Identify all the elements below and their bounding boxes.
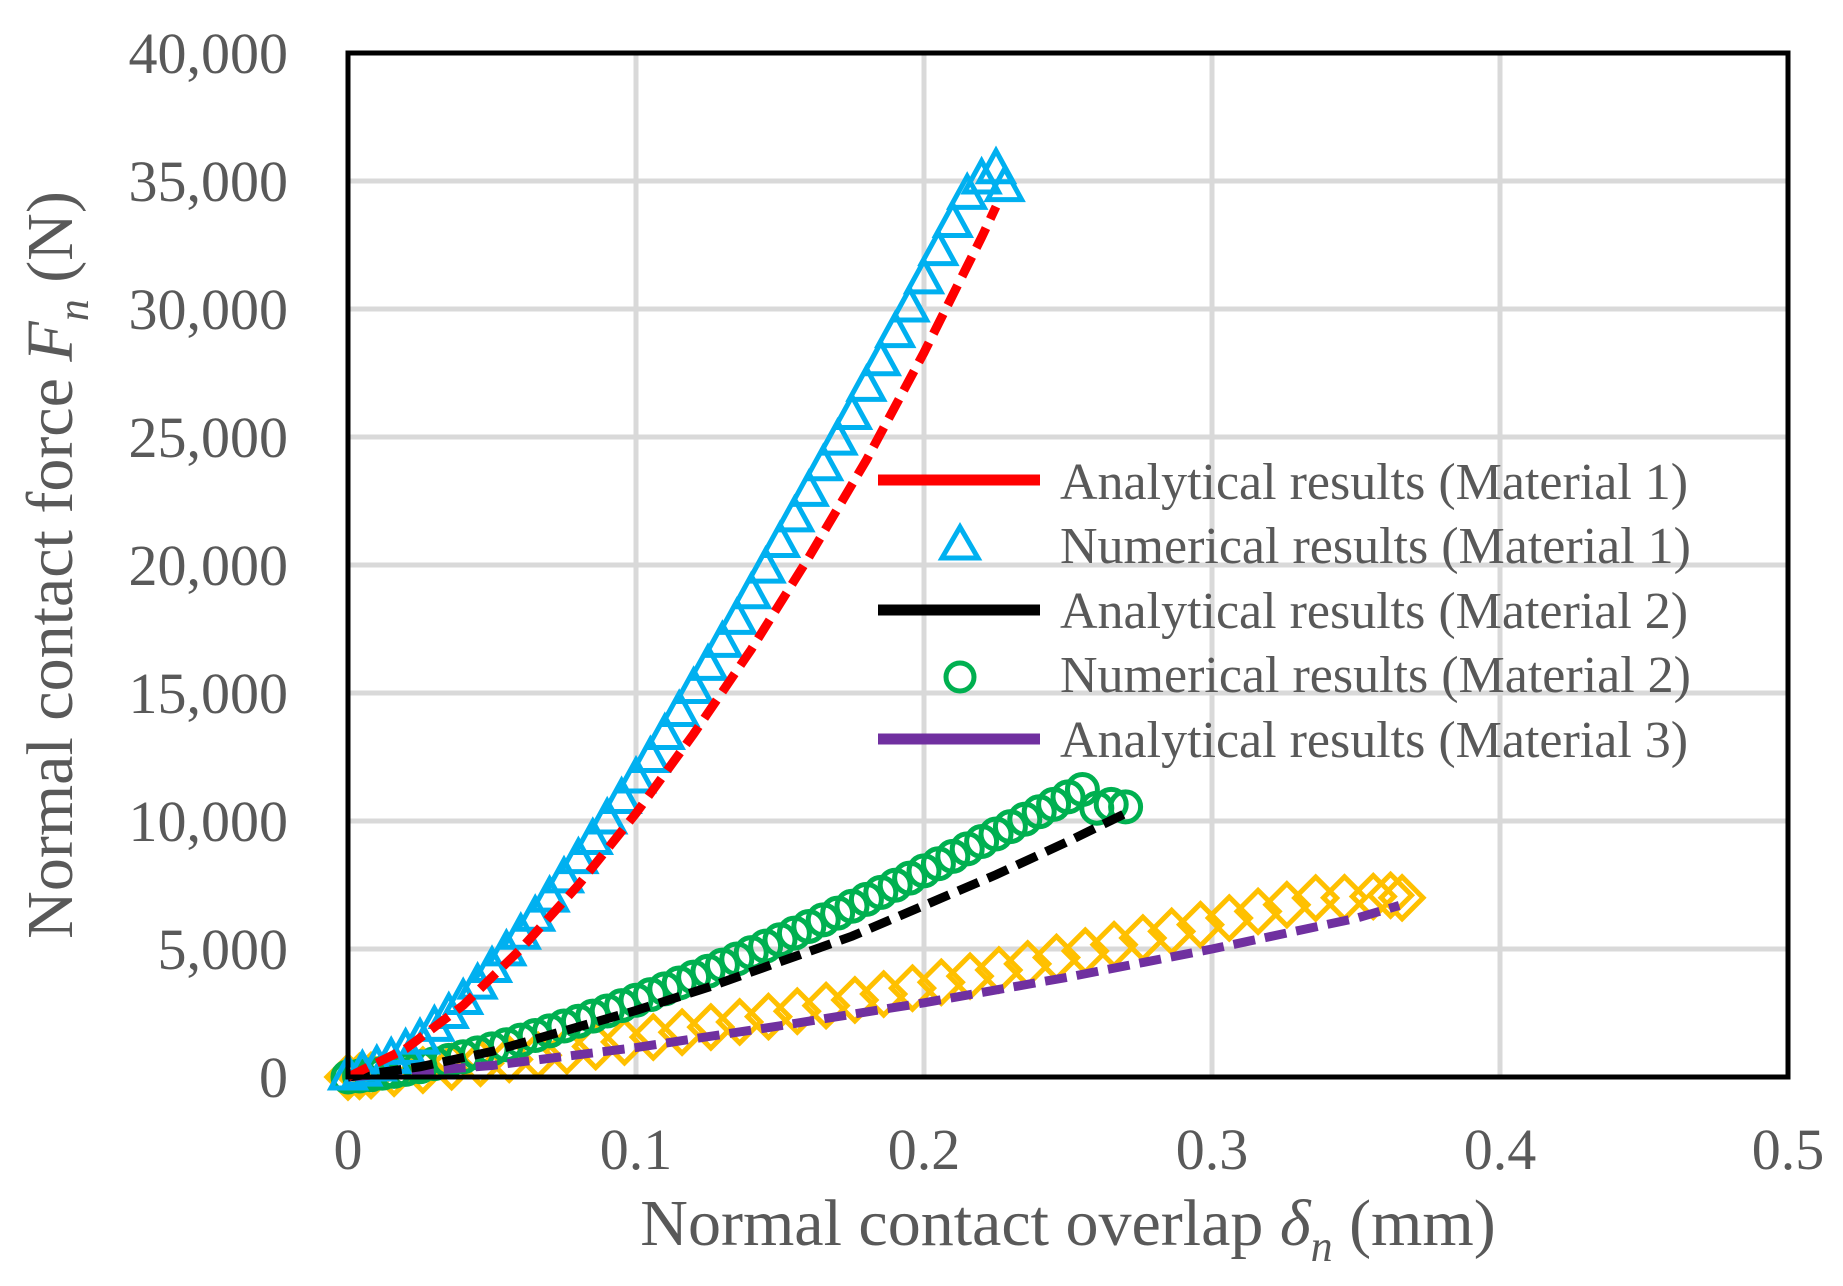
- data-point: [599, 1017, 650, 1067]
- data-point: [1204, 893, 1254, 943]
- data-point: [571, 816, 615, 855]
- data-point: [701, 619, 744, 658]
- data-point: [1366, 870, 1416, 920]
- data-point: [931, 199, 975, 239]
- x-axis-title: Normal contact overlap δn (mm): [640, 1187, 1495, 1271]
- data-point: [614, 754, 658, 794]
- data-point: [787, 468, 831, 507]
- legend-label-numerical-material-1: Numerical results (Material 1): [1060, 518, 1691, 575]
- data-point: [1175, 900, 1226, 950]
- data-point: [398, 1015, 442, 1055]
- data-point: [1233, 886, 1283, 936]
- data-point: [859, 969, 909, 1019]
- data-point: [830, 391, 874, 431]
- data-point: [830, 975, 880, 1025]
- y-axis-ticks: 0 5,000 10,000 15,000 20,000 25,000 30,000 35,0…: [129, 21, 289, 1110]
- data-point: [1319, 873, 1370, 923]
- legend-label-analytical-material-1: Analytical results (Material 1): [1060, 454, 1688, 511]
- plot-area-frame: [345, 50, 1791, 1080]
- data-point: [873, 309, 917, 349]
- data-point: [657, 1007, 707, 1057]
- data-point: [1377, 873, 1427, 923]
- data-point: [772, 986, 822, 1036]
- y-tick-label: 20,000: [129, 533, 289, 598]
- data-point: [845, 363, 888, 402]
- data-point: [585, 795, 629, 835]
- data-point: [686, 642, 730, 681]
- y-tick-label: 0: [259, 1045, 288, 1110]
- data-point: [1262, 880, 1312, 930]
- y-tick-label: 15,000: [129, 661, 289, 726]
- data-point: [888, 283, 931, 323]
- legend-swatch-numerical-material-2: [943, 660, 977, 694]
- data-point: [528, 873, 571, 913]
- data-point: [715, 596, 759, 635]
- data-point: [729, 570, 773, 610]
- data-point: [715, 997, 765, 1047]
- data-point: [657, 688, 701, 727]
- data-point: [571, 1022, 621, 1072]
- x-tick-label: 0.4: [1464, 1117, 1537, 1182]
- legend-label-numerical-material-2: Numerical results (Material 2): [1060, 647, 1691, 704]
- legend: Analytical results (Material 1) Numerica…: [878, 454, 1691, 769]
- data-point: [773, 493, 816, 533]
- y-tick-label: 5,000: [158, 917, 289, 982]
- data-point: [672, 665, 715, 704]
- y-tick-label: 40,000: [129, 21, 289, 86]
- data-point: [801, 442, 845, 482]
- data-point: [859, 337, 903, 377]
- x-axis-ticks: 0 0.1 0.2 0.3 0.4 0.5: [334, 1117, 1825, 1182]
- x-tick-label: 0.3: [1176, 1117, 1249, 1182]
- y-tick-label: 30,000: [129, 277, 289, 342]
- data-point: [917, 227, 960, 267]
- x-tick-label: 0.2: [888, 1117, 961, 1182]
- series-2: [347, 809, 1128, 1082]
- data-point: [801, 981, 851, 1031]
- plot-series: [323, 145, 1427, 1102]
- legend-label-analytical-material-3: Analytical results (Material 3): [1060, 712, 1688, 769]
- y-tick-label: 10,000: [129, 789, 289, 854]
- x-tick-label: 0: [334, 1117, 363, 1182]
- data-point: [816, 416, 859, 456]
- data-point: [643, 711, 687, 751]
- series-3: [330, 772, 1144, 1095]
- legend-swatch-numerical-material-1: [937, 522, 983, 561]
- data-point: [628, 1012, 678, 1062]
- x-tick-label: 0.5: [1752, 1117, 1825, 1182]
- data-point: [542, 854, 586, 894]
- y-tick-label: 35,000: [129, 149, 289, 214]
- y-tick-label: 25,000: [129, 405, 289, 470]
- data-point: [743, 992, 794, 1042]
- data-point: [1108, 789, 1144, 825]
- data-point: [341, 1047, 384, 1087]
- data-point: [557, 835, 600, 875]
- legend-label-analytical-material-2: Analytical results (Material 2): [1060, 583, 1688, 640]
- data-point: [629, 734, 672, 774]
- x-tick-label: 0.1: [600, 1117, 673, 1182]
- data-point: [887, 963, 938, 1013]
- data-point: [960, 155, 1003, 195]
- series-line: [346, 204, 1001, 1082]
- data-point: [600, 775, 643, 815]
- data-point: [902, 255, 946, 295]
- data-point: [686, 1002, 736, 1052]
- y-axis-title: Normal contact force Fn (N): [14, 191, 98, 939]
- series-line: [347, 901, 1401, 1082]
- series-4: [347, 901, 1401, 1082]
- series-line: [347, 809, 1128, 1082]
- data-point: [983, 163, 1026, 203]
- series-0: [346, 204, 1001, 1082]
- data-point: [744, 544, 787, 584]
- data-point: [758, 519, 802, 559]
